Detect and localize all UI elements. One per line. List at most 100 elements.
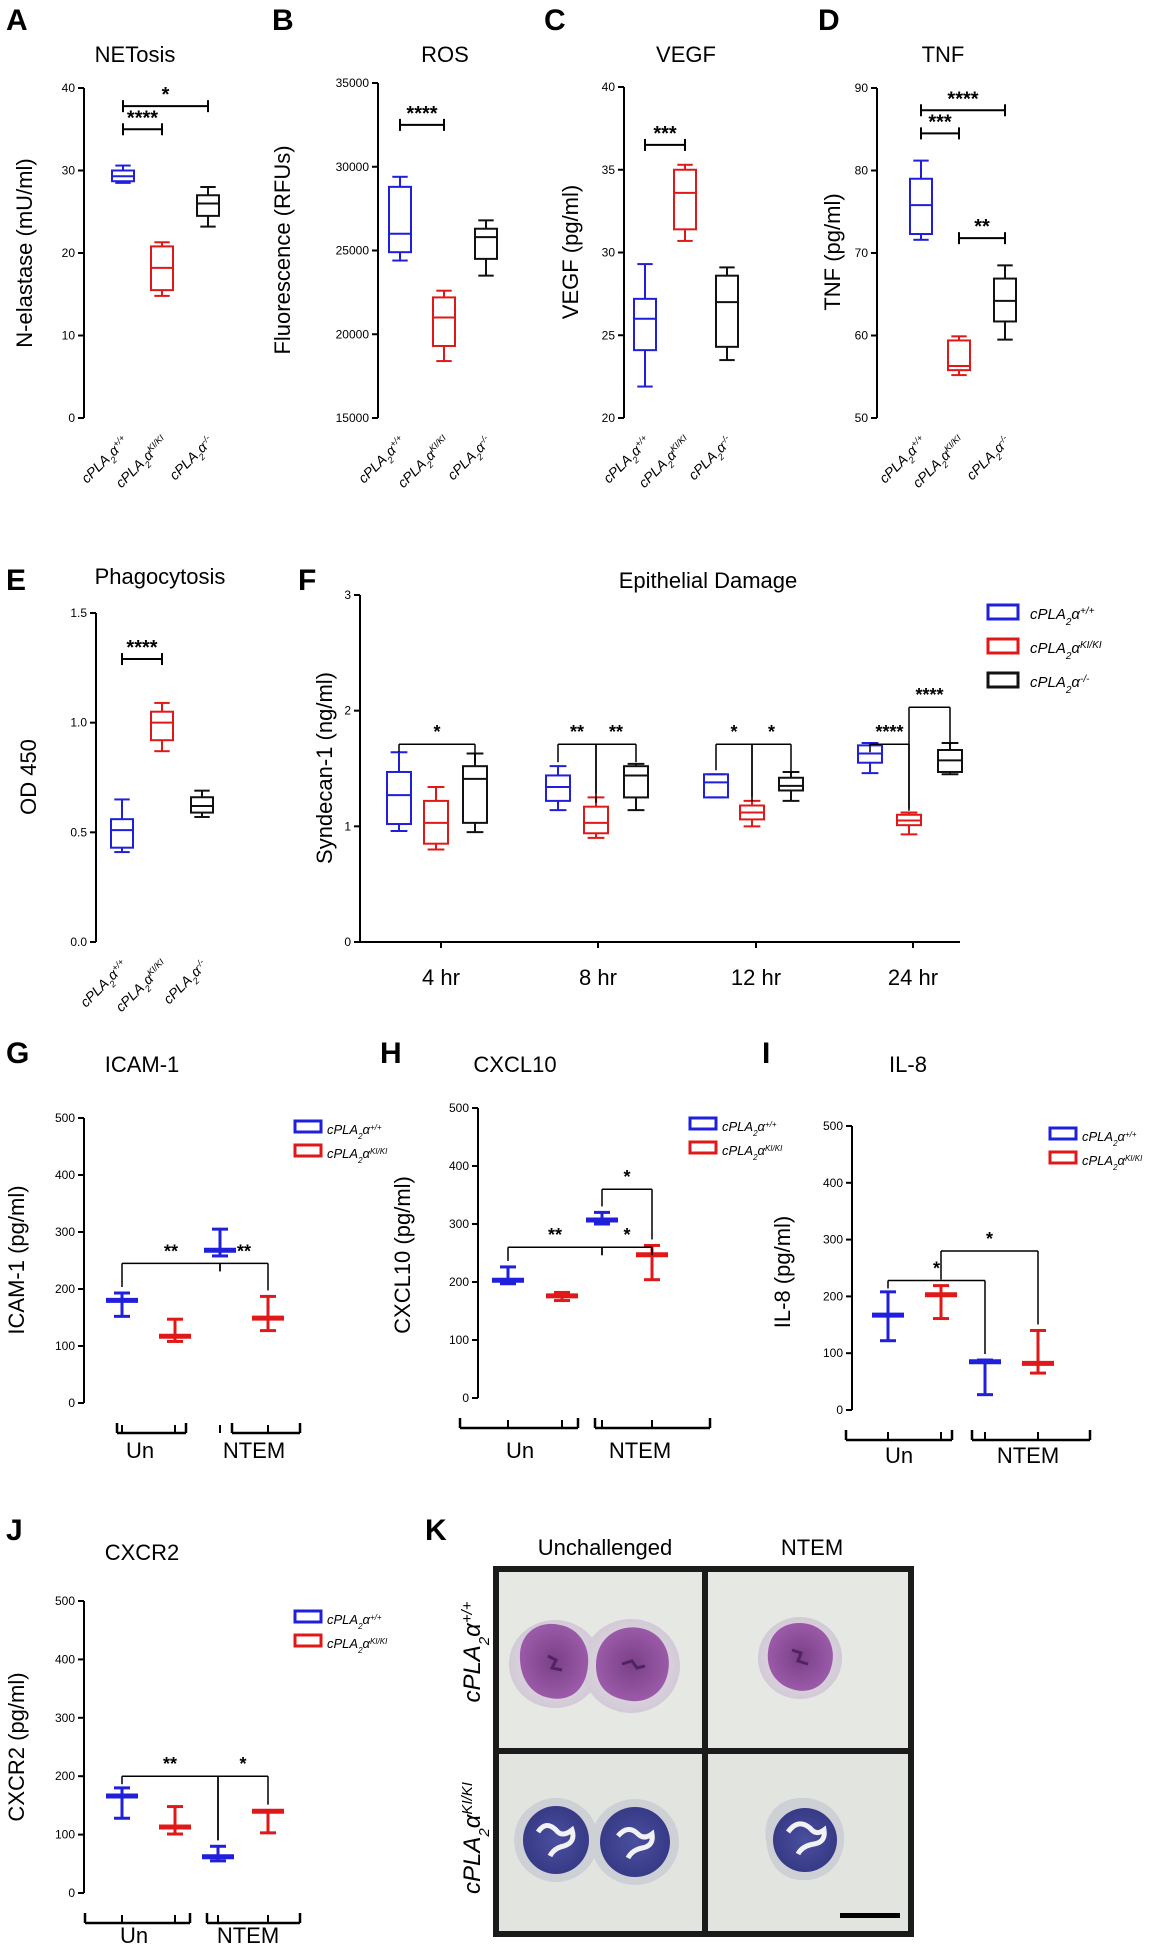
genotype-label-ko: cPLA2α-/- [1030,674,1090,696]
y-tick-label: 20 [62,246,76,260]
y-axis-label: Fluorescence (RFUs) [270,145,295,354]
chart-title: NETosis [95,42,176,67]
box-body [703,773,729,799]
y-tick-label: 10 [62,329,76,343]
y-tick-label: 30 [62,164,76,178]
x-category-label: NTEM [609,1438,671,1463]
y-axis-label: TNF (pg/ml) [820,193,845,310]
legend-swatch-ki [1048,1150,1078,1165]
legend-swatch-wt [986,603,1020,621]
box-body [196,194,220,217]
box-body [150,710,174,742]
mean-range-wt [586,1210,618,1226]
significance-label: **** [947,88,978,110]
box-body [673,168,697,231]
y-tick-label: 80 [855,164,869,178]
y-tick-label: 500 [449,1101,469,1115]
chart-title: CXCL10 [473,1052,556,1077]
chart-title: ICAM-1 [105,1052,180,1077]
significance-label: ** [609,722,623,742]
y-tick-label: 100 [55,1339,75,1353]
y-tick-label: 25000 [336,244,370,258]
mean-range-wt [106,1291,138,1318]
significance-label: * [433,722,440,742]
y-tick-label: 30 [602,246,616,260]
significance-label: ** [570,722,584,742]
y-tick-label: 0.0 [70,935,87,949]
significance-label: *** [928,111,952,133]
y-tick-label: 0 [836,1403,843,1417]
box-ko [474,219,498,277]
micrograph-ki-ntem [708,1754,908,1931]
y-tick-label: 0 [68,411,75,425]
row-label-wt: cPLA2α+/+ [459,1601,493,1702]
box-body [623,765,649,799]
chart-title: TNF [922,42,965,67]
box-body [545,774,571,802]
y-tick-label: 0 [344,935,351,949]
genotype-label-ki: cPLA2αKI/KI [1030,640,1102,662]
x-category-label: NTEM [223,1438,285,1463]
significance-label: **** [915,685,943,705]
legend-swatch-ko [986,671,1020,689]
box-ko [778,770,804,802]
significance-bracket: *** [920,111,960,140]
x-tick-label: 4 hr [422,965,460,990]
mean-range-ki [159,1805,191,1836]
box-wt [633,263,657,388]
y-tick-label: 200 [823,1289,843,1303]
box-ki [583,796,609,839]
box-ki [947,335,971,377]
y-tick-label: 200 [55,1769,75,1783]
y-axis-label: CXCR2 (pg/ml) [4,1672,29,1821]
genotype-label-ko: cPLA2α-/- [963,433,1016,486]
box-body [715,274,739,348]
genotype-label-ko: cPLA2α-/- [166,433,219,486]
significance-bracket: ** [958,216,1006,245]
box-wt [386,751,412,832]
micrograph-ki-unchallenged [499,1754,702,1931]
box-ki [896,811,922,836]
genotype-label-wt: cPLA2α+/+ [327,1122,382,1141]
y-tick-label: 40 [602,80,616,94]
box-body [388,185,412,254]
significance-label: * [623,1225,630,1245]
significance-bracket: * [940,1229,1039,1325]
significance-label: * [986,1229,993,1249]
significance-bracket: ** [121,1241,221,1287]
box-body [462,765,488,824]
y-tick-label: 20000 [336,327,370,341]
legend-swatch-ki [688,1140,718,1155]
y-tick-label: 400 [823,1176,843,1190]
box-wt [545,765,571,812]
significance-bracket: * [601,1167,653,1240]
box-ko [715,266,739,362]
y-tick-label: 3 [344,588,351,602]
box-ki [423,786,449,851]
significance-bracket: **** [908,685,951,809]
significance-label: ** [974,216,990,238]
legend-swatch-ki [986,637,1020,655]
legend: cPLA2α+/+ cPLA2αKI/KI [293,1119,388,1165]
y-tick-label: 100 [55,1828,75,1842]
y-tick-label: 200 [449,1275,469,1289]
significance-label: ** [164,1241,178,1261]
genotype-label-ko: cPLA2α-/- [160,957,213,1010]
genotype-label-ki: cPLA2αKI/KI [1082,1153,1143,1172]
significance-bracket: **** [122,107,163,136]
mean-range-wt [872,1290,904,1343]
column-label-ntem: NTEM [781,1535,843,1560]
y-axis-label: IL-8 (pg/ml) [770,1216,795,1328]
panel-letter: F [298,564,316,597]
chart-panel-h: H CXCL10 CXCL10 (pg/ml) 0 100 200 300 400 500 Un N… [380,1037,783,1463]
row-label-ki: cPLA2αKI/KI [459,1782,493,1894]
genotype-label-ki: cPLA2αKI/KI [394,432,455,493]
legend-swatch-ki [293,1633,323,1648]
y-axis-label: N-elastase (mU/ml) [12,158,37,347]
box-body [583,805,609,835]
micrograph-wt-unchallenged [499,1572,702,1748]
legend-swatch-wt [1048,1126,1078,1141]
significance-bracket: * [887,1258,986,1355]
